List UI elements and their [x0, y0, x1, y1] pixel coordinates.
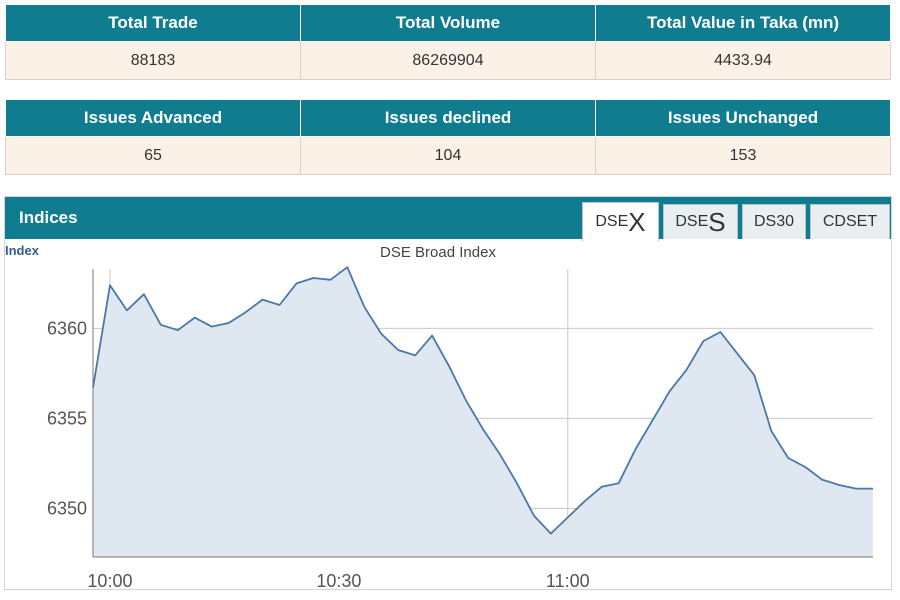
issues-unchanged-header: Issues Unchanged — [595, 99, 891, 137]
indices-title: Indices — [19, 208, 78, 227]
issues-advanced-header: Issues Advanced — [5, 99, 301, 137]
x-tick-label: 11:00 — [546, 571, 590, 589]
total-trade-value: 88183 — [5, 41, 301, 80]
tab-cdset[interactable]: CDSET — [810, 204, 890, 239]
indices-panel: Indices DSE X DSE S DS30 CDSET Index DSE B… — [4, 196, 892, 590]
issues-stats-table: Issues Advanced Issues declined Issues U… — [5, 99, 891, 175]
x-tick-label: 10:00 — [87, 571, 132, 589]
total-volume-value: 86269904 — [300, 41, 596, 80]
tab-dses-suffix: S — [708, 207, 726, 237]
total-trade-header: Total Trade — [5, 4, 301, 42]
total-value-value: 4433.94 — [595, 41, 891, 80]
y-axis-label: Index — [5, 243, 40, 258]
index-line — [92, 266, 873, 535]
tab-ds30-label: DS30 — [753, 213, 795, 230]
chart-title: DSE Broad Index — [380, 244, 496, 261]
issues-advanced-value: 65 — [5, 136, 301, 175]
tab-dses-prefix: DSE — [675, 213, 709, 230]
market-stats-table: Total Trade Total Volume Total Value in … — [5, 4, 891, 80]
issues-declined-header: Issues declined — [300, 99, 596, 137]
tab-ds30[interactable]: DS30 — [742, 204, 806, 239]
issues-declined-value: 104 — [300, 136, 596, 175]
plot-axes: 6350 6355 6360 10:00 10:30 11:00 — [47, 269, 873, 589]
tab-cdset-label: CDSET — [822, 213, 878, 230]
total-value-header: Total Value in Taka (mn) — [595, 4, 891, 42]
tab-dses[interactable]: DSE S — [663, 204, 738, 239]
tab-dsex-prefix: DSE — [595, 213, 629, 230]
tab-dsex[interactable]: DSE X — [582, 202, 659, 241]
x-tick-label: 10:30 — [316, 571, 361, 589]
y-tick-label: 6360 — [47, 318, 87, 338]
index-area — [93, 267, 873, 557]
tab-dsex-suffix: X — [628, 207, 646, 237]
total-volume-header: Total Volume — [300, 4, 596, 42]
issues-unchanged-value: 153 — [595, 136, 891, 175]
plot-series — [92, 266, 873, 557]
y-tick-label: 6350 — [47, 498, 87, 518]
y-tick-label: 6355 — [47, 408, 87, 428]
index-chart: Index DSE Broad Index 6350 6355 6360 10:00 1… — [5, 243, 873, 589]
